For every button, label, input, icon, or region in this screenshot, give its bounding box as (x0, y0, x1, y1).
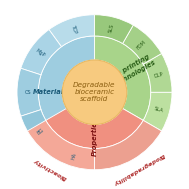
Text: TCP: TCP (70, 23, 78, 34)
Text: Degradable
bioceramic
scaffold: Degradable bioceramic scaffold (73, 82, 116, 102)
Text: BG: BG (36, 127, 45, 136)
Text: Materials: Materials (33, 89, 68, 95)
Text: DLP: DLP (154, 71, 164, 79)
Text: CS: CS (24, 90, 31, 95)
Wedge shape (143, 92, 172, 131)
Wedge shape (49, 138, 94, 170)
Wedge shape (27, 120, 94, 170)
Text: MgP: MgP (35, 48, 46, 58)
Text: Biodegradability: Biodegradability (112, 152, 165, 186)
Wedge shape (46, 108, 143, 149)
Wedge shape (49, 15, 94, 47)
Wedge shape (21, 29, 61, 75)
Text: 3D printing
technologies: 3D printing technologies (109, 52, 157, 88)
Wedge shape (94, 120, 162, 170)
Wedge shape (94, 15, 133, 43)
Wedge shape (143, 53, 172, 92)
Text: SLS: SLS (108, 22, 115, 33)
Circle shape (62, 60, 127, 125)
Wedge shape (21, 110, 61, 155)
Text: FDM: FDM (136, 39, 147, 51)
Text: HA: HA (70, 152, 77, 160)
Text: Bioactivity: Bioactivity (33, 157, 68, 180)
Wedge shape (38, 36, 94, 149)
Wedge shape (94, 36, 151, 120)
Wedge shape (123, 25, 162, 64)
Text: Properties: Properties (91, 117, 98, 156)
Text: SLA: SLA (154, 106, 164, 113)
Wedge shape (17, 68, 41, 116)
